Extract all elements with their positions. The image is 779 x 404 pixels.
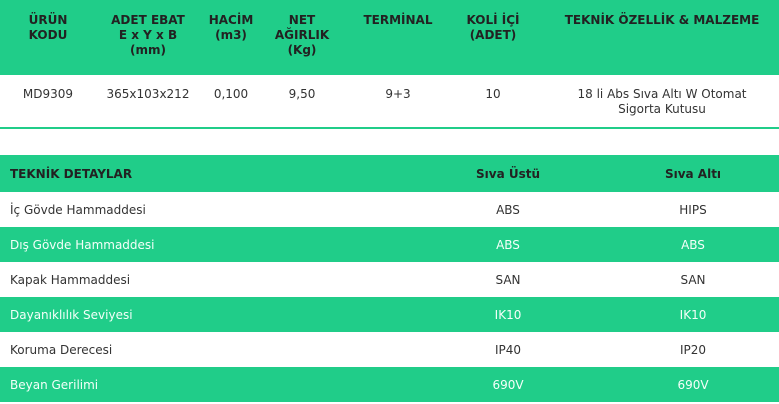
detail-header-band: [0, 155, 779, 192]
detail-cell: Beyan Gerilimi: [10, 378, 99, 392]
detail-cell: IP40: [494, 343, 522, 357]
column-header: TEKNİK ÖZELLİK & MALZEME: [564, 13, 760, 27]
detail-cell: ABS: [496, 203, 520, 217]
product-cell: 9+3: [385, 87, 411, 101]
detail-cell: HIPS: [679, 203, 707, 217]
column-header: TERMİNAL: [363, 13, 433, 27]
product-cell: 10: [485, 87, 501, 101]
detail-cell: IK10: [679, 308, 707, 322]
detail-cell: SAN: [680, 273, 706, 287]
row-band: [0, 367, 779, 402]
product-cell: 365x103x212: [106, 87, 190, 101]
detail-cell: IP20: [679, 343, 707, 357]
column-header: ADET EBAT E x Y x B (mm): [111, 13, 185, 57]
detail-cell: Kapak Hammaddesi: [10, 273, 131, 287]
column-header: KOLİ İÇİ (ADET): [466, 13, 520, 42]
row-band: [0, 297, 779, 332]
detail-cell: Dayanıklılık Seviyesi: [10, 308, 133, 322]
divider: [0, 127, 779, 129]
detail-cell: SAN: [495, 273, 521, 287]
product-cell: 9,50: [288, 87, 316, 101]
detail-cell: 690V: [677, 378, 709, 392]
product-cell: 0,100: [213, 87, 249, 101]
header-band: [0, 0, 779, 75]
product-cell: 18 li Abs Sıva Altı W Otomat Sigorta Kut…: [577, 87, 747, 116]
column-header: TEKNİK DETAYLAR: [10, 167, 133, 181]
detail-cell: İç Gövde Hammaddesi: [10, 203, 146, 217]
detail-cell: 690V: [492, 378, 524, 392]
detail-cell: Koruma Derecesi: [10, 343, 113, 357]
column-header: NET AĞIRLIK (Kg): [274, 13, 330, 57]
column-header: HACİM (m3): [208, 13, 254, 42]
detail-cell: ABS: [681, 238, 705, 252]
column-header: Sıva Üstü: [475, 167, 541, 181]
detail-cell: Dış Gövde Hammaddesi: [10, 238, 155, 252]
row-band: [0, 227, 779, 262]
detail-cell: IK10: [494, 308, 522, 322]
product-cell: MD9309: [22, 87, 74, 101]
column-header: ÜRÜN KODU: [28, 13, 68, 42]
column-header: Sıva Altı: [664, 167, 722, 181]
detail-cell: ABS: [496, 238, 520, 252]
